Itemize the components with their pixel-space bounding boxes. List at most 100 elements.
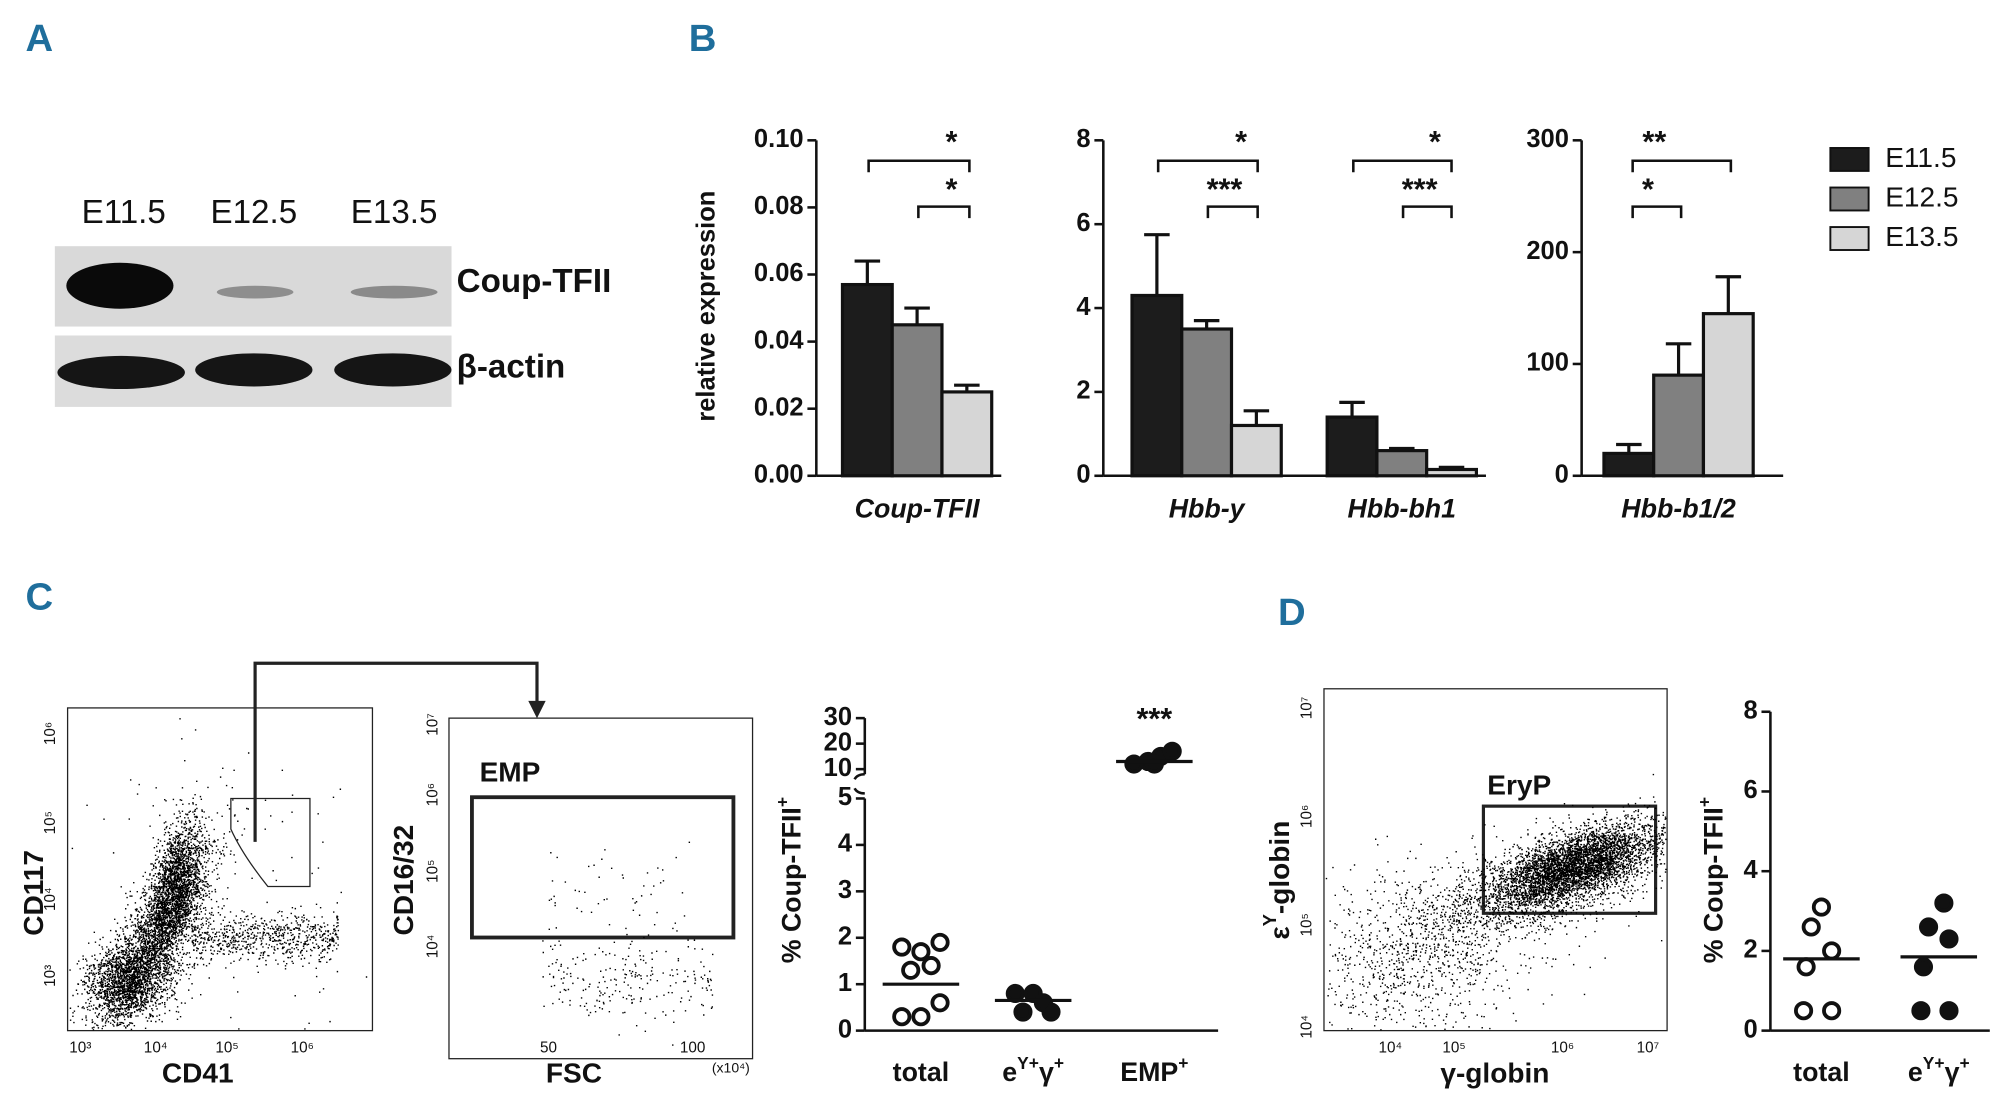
y-tick-label: 2 bbox=[1076, 377, 1090, 405]
lane-label: E11.5 bbox=[82, 194, 166, 231]
flow-frame bbox=[1323, 688, 1668, 1032]
significance-bracket bbox=[1352, 159, 1453, 173]
data-point bbox=[1801, 917, 1821, 937]
y-tick-label: 10⁷ bbox=[1298, 697, 1315, 720]
panel-letter: B bbox=[689, 17, 717, 60]
y-tick-label: 0.00 bbox=[754, 461, 804, 489]
data-point bbox=[1934, 893, 1954, 913]
y-tick-label: 10⁵ bbox=[1298, 913, 1315, 936]
superscript: Y bbox=[1259, 914, 1280, 926]
flow-frame bbox=[448, 717, 754, 1060]
y-tick-label: 0 bbox=[1555, 461, 1569, 489]
superscript: + bbox=[1178, 1053, 1188, 1073]
data-point bbox=[1013, 1002, 1033, 1022]
significance-bracket bbox=[1631, 159, 1733, 173]
blot-band bbox=[66, 262, 174, 309]
y-tick-label: 10⁴ bbox=[425, 935, 442, 959]
data-point bbox=[1913, 957, 1934, 977]
data-point bbox=[930, 932, 950, 952]
gate bbox=[230, 797, 311, 888]
superscript: Y+ bbox=[1923, 1053, 1945, 1073]
y-axis-label: εY-globin bbox=[1259, 821, 1295, 940]
lane-label: E13.5 bbox=[351, 194, 438, 231]
gate bbox=[470, 795, 736, 940]
data-point bbox=[1939, 1001, 1959, 1021]
bar bbox=[940, 390, 994, 478]
x-tick-label: eY+γ+ bbox=[1002, 1053, 1064, 1087]
significance-label: ** bbox=[1642, 125, 1666, 159]
y-tick-label: 10⁶ bbox=[42, 722, 59, 745]
bar bbox=[1375, 449, 1429, 478]
superscript: + bbox=[772, 797, 792, 807]
y-tick-label: 10⁴ bbox=[1298, 1015, 1315, 1039]
x-tick-label: Hbb-b1/2 bbox=[1621, 493, 1736, 523]
bar bbox=[1701, 312, 1755, 478]
data-point bbox=[1911, 1001, 1931, 1021]
legend-label: E11.5 bbox=[1885, 142, 1956, 173]
text-part: γ bbox=[1039, 1057, 1054, 1087]
y-tick-label: 0.08 bbox=[754, 192, 804, 220]
data-point bbox=[930, 993, 950, 1013]
text-part: total bbox=[893, 1057, 950, 1087]
x-axis-label: CD41 bbox=[162, 1058, 234, 1089]
gate bbox=[1481, 804, 1658, 915]
superscript: + bbox=[1054, 1053, 1064, 1073]
x-axis-label: FSC bbox=[546, 1058, 602, 1089]
x-tick-label: 10⁶ bbox=[291, 1040, 314, 1057]
event-dots bbox=[1325, 773, 1667, 1031]
data-point bbox=[1144, 754, 1164, 774]
y-tick-label: 1 bbox=[838, 969, 852, 997]
y-tick-label: 8 bbox=[1076, 125, 1090, 153]
y-tick-label: 10 bbox=[824, 754, 852, 782]
x-tick-label: Hbb-y bbox=[1169, 493, 1246, 523]
y-tick-label: 6 bbox=[1076, 209, 1090, 237]
y-tick-label: 2 bbox=[1743, 936, 1757, 964]
superscript: Y+ bbox=[1017, 1053, 1039, 1073]
lane-label: E12.5 bbox=[210, 194, 297, 231]
blot-band bbox=[334, 353, 452, 387]
blot-band bbox=[195, 353, 313, 387]
data-point bbox=[911, 942, 931, 962]
data-point bbox=[892, 1007, 912, 1027]
text-part: % Coup-TFII bbox=[776, 807, 806, 963]
text-part: γ bbox=[1945, 1057, 1960, 1087]
y-tick-label: 10⁴ bbox=[42, 887, 59, 911]
gate-label: EMP bbox=[480, 757, 541, 788]
gate-arrow bbox=[253, 661, 539, 842]
y-axis-label: CD117 bbox=[18, 850, 49, 936]
western-blot: E11.5 E12.5 E13.5 Coup-TFII β-actin bbox=[54, 194, 611, 407]
y-tick-label: 5 bbox=[838, 783, 852, 811]
data-point bbox=[1794, 1001, 1814, 1021]
blot-band bbox=[350, 285, 438, 299]
y-tick-label: 10⁵ bbox=[425, 860, 442, 883]
text-part: -globin bbox=[1264, 821, 1295, 914]
legend-swatch bbox=[1829, 147, 1870, 172]
bar bbox=[1602, 451, 1656, 478]
y-tick-label: 4 bbox=[1743, 856, 1758, 884]
text-part: e bbox=[1908, 1057, 1923, 1087]
legend-label: E12.5 bbox=[1885, 181, 1958, 212]
text-part: total bbox=[1793, 1057, 1850, 1087]
text-part: EMP bbox=[1120, 1057, 1178, 1087]
x-tick-label: 100 bbox=[680, 1040, 706, 1057]
y-axis-label: relative expression bbox=[693, 191, 721, 422]
data-point bbox=[892, 937, 912, 957]
y-tick-label: 2 bbox=[838, 923, 852, 951]
y-tick-label: 30 bbox=[824, 703, 852, 731]
x-tick-label: 10⁴ bbox=[144, 1040, 168, 1057]
y-tick-label: 20 bbox=[824, 728, 852, 756]
bar bbox=[1229, 423, 1283, 478]
significance-bracket bbox=[1156, 159, 1259, 173]
x-tick-label: eY+γ+ bbox=[1908, 1053, 1970, 1087]
x-tick-label: 10⁵ bbox=[1442, 1040, 1465, 1057]
data-point bbox=[1811, 897, 1831, 917]
gate-label: EryP bbox=[1487, 769, 1551, 800]
y-axis-label: % Coup-TFII+ bbox=[772, 797, 806, 963]
y-tick-label: 4 bbox=[1076, 293, 1091, 321]
superscript: + bbox=[1694, 797, 1714, 807]
data-point bbox=[921, 956, 941, 976]
legend-swatch bbox=[1829, 186, 1870, 212]
x-tick-label: total bbox=[1793, 1057, 1850, 1087]
data-point bbox=[1033, 993, 1053, 1013]
